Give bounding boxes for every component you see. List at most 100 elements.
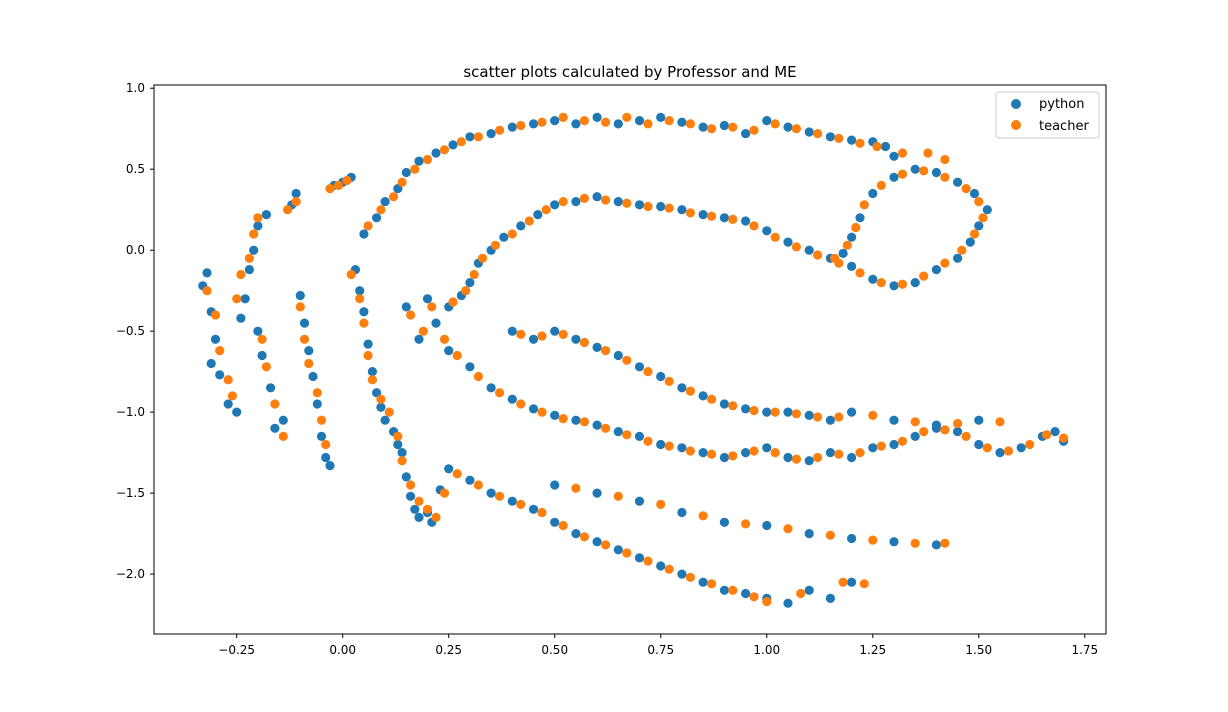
point-python-13 [261,210,271,220]
point-python-61 [528,119,539,129]
point-python-103 [868,274,878,284]
point-teacher-151 [664,376,674,386]
point-teacher-65 [855,138,865,148]
point-teacher-177 [728,585,738,595]
point-python-158 [571,334,581,344]
point-teacher-162 [953,418,963,429]
point-python-177 [486,488,496,498]
point-python-64 [592,112,602,122]
point-teacher-70 [448,297,458,307]
point-python-11 [249,245,259,255]
point-python-165 [719,399,730,409]
point-teacher-66 [872,141,882,152]
point-python-70 [719,120,730,131]
point-python-162 [656,371,666,382]
point-python-86 [516,221,526,231]
point-python-194 [847,577,857,587]
point-teacher-131 [813,452,823,463]
point-teacher-192 [940,538,950,548]
point-teacher-99 [978,213,988,223]
point-python-90 [592,192,602,202]
point-python-181 [571,529,581,539]
point-python-167 [762,407,772,417]
point-python-171 [847,407,857,417]
point-teacher-174 [664,564,674,574]
point-teacher-176 [707,579,717,589]
point-python-35 [363,339,373,349]
point-teacher-184 [613,491,623,501]
point-teacher-85 [707,211,717,221]
point-teacher-58 [707,124,717,134]
point-teacher-100 [974,197,984,207]
point-teacher-180 [796,588,806,599]
point-teacher-76 [524,216,534,226]
point-python-130 [571,415,581,425]
point-teacher-63 [813,129,823,139]
point-python-168 [783,407,793,417]
point-teacher-110 [406,310,416,320]
point-teacher-186 [698,511,708,521]
point-teacher-27 [359,318,369,328]
point-teacher-134 [876,441,886,451]
legend-label-teacher: teacher [1039,119,1089,134]
point-teacher-125 [685,446,696,456]
point-teacher-189 [825,530,836,540]
point-teacher-127 [728,451,738,461]
point-teacher-56 [664,116,674,126]
point-python-33 [355,286,365,296]
point-python-188 [719,585,730,595]
point-teacher-136 [919,427,929,437]
points-layer [198,112,1069,608]
point-python-109 [974,221,984,231]
point-teacher-164 [452,469,462,479]
point-teacher-75 [507,229,517,239]
point-python-197 [634,496,645,506]
point-teacher-29 [367,375,377,385]
y-axis: 1.0 0.5 0.0 −0.5 −1.0 −1.5 −2.0 [116,81,154,581]
point-teacher-116 [495,388,505,398]
point-teacher-22 [325,184,335,194]
point-python-37 [372,388,382,398]
point-teacher-124 [664,441,674,451]
point-python-151 [1016,443,1026,453]
point-python-79 [889,151,899,161]
point-teacher-21 [321,439,331,450]
point-teacher-144 [516,329,526,339]
point-teacher-102 [940,172,950,182]
point-python-82 [465,278,475,288]
point-teacher-105 [876,180,886,190]
point-python-139 [762,443,772,453]
point-teacher-23 [333,180,344,190]
point-python-34 [359,307,369,317]
point-teacher-137 [940,425,950,435]
point-python-4 [206,358,216,369]
point-teacher-3 [223,375,233,385]
point-teacher-142 [1042,430,1052,440]
point-python-63 [571,119,581,129]
point-python-74 [804,127,814,137]
legend: python teacher [995,91,1100,139]
point-teacher-25 [346,269,356,280]
point-teacher-64 [834,133,844,143]
point-python-160 [613,350,623,361]
point-python-7 [232,407,242,417]
point-python-176 [465,475,475,485]
point-teacher-157 [791,409,802,419]
point-python-112 [953,177,963,187]
point-python-12 [253,221,263,231]
point-teacher-89 [791,242,802,252]
point-python-16 [266,383,276,393]
point-python-161 [634,362,645,372]
point-python-6 [223,399,233,409]
point-teacher-178 [749,592,759,602]
point-python-155 [507,326,517,336]
point-python-41 [393,439,403,450]
point-python-175 [444,464,454,474]
point-teacher-16 [295,302,305,312]
point-python-100 [804,245,814,255]
point-python-110 [982,205,992,215]
point-python-183 [613,545,623,555]
point-python-169 [804,410,814,420]
legend-label-python: python [1039,97,1084,112]
point-teacher-71 [461,286,471,296]
